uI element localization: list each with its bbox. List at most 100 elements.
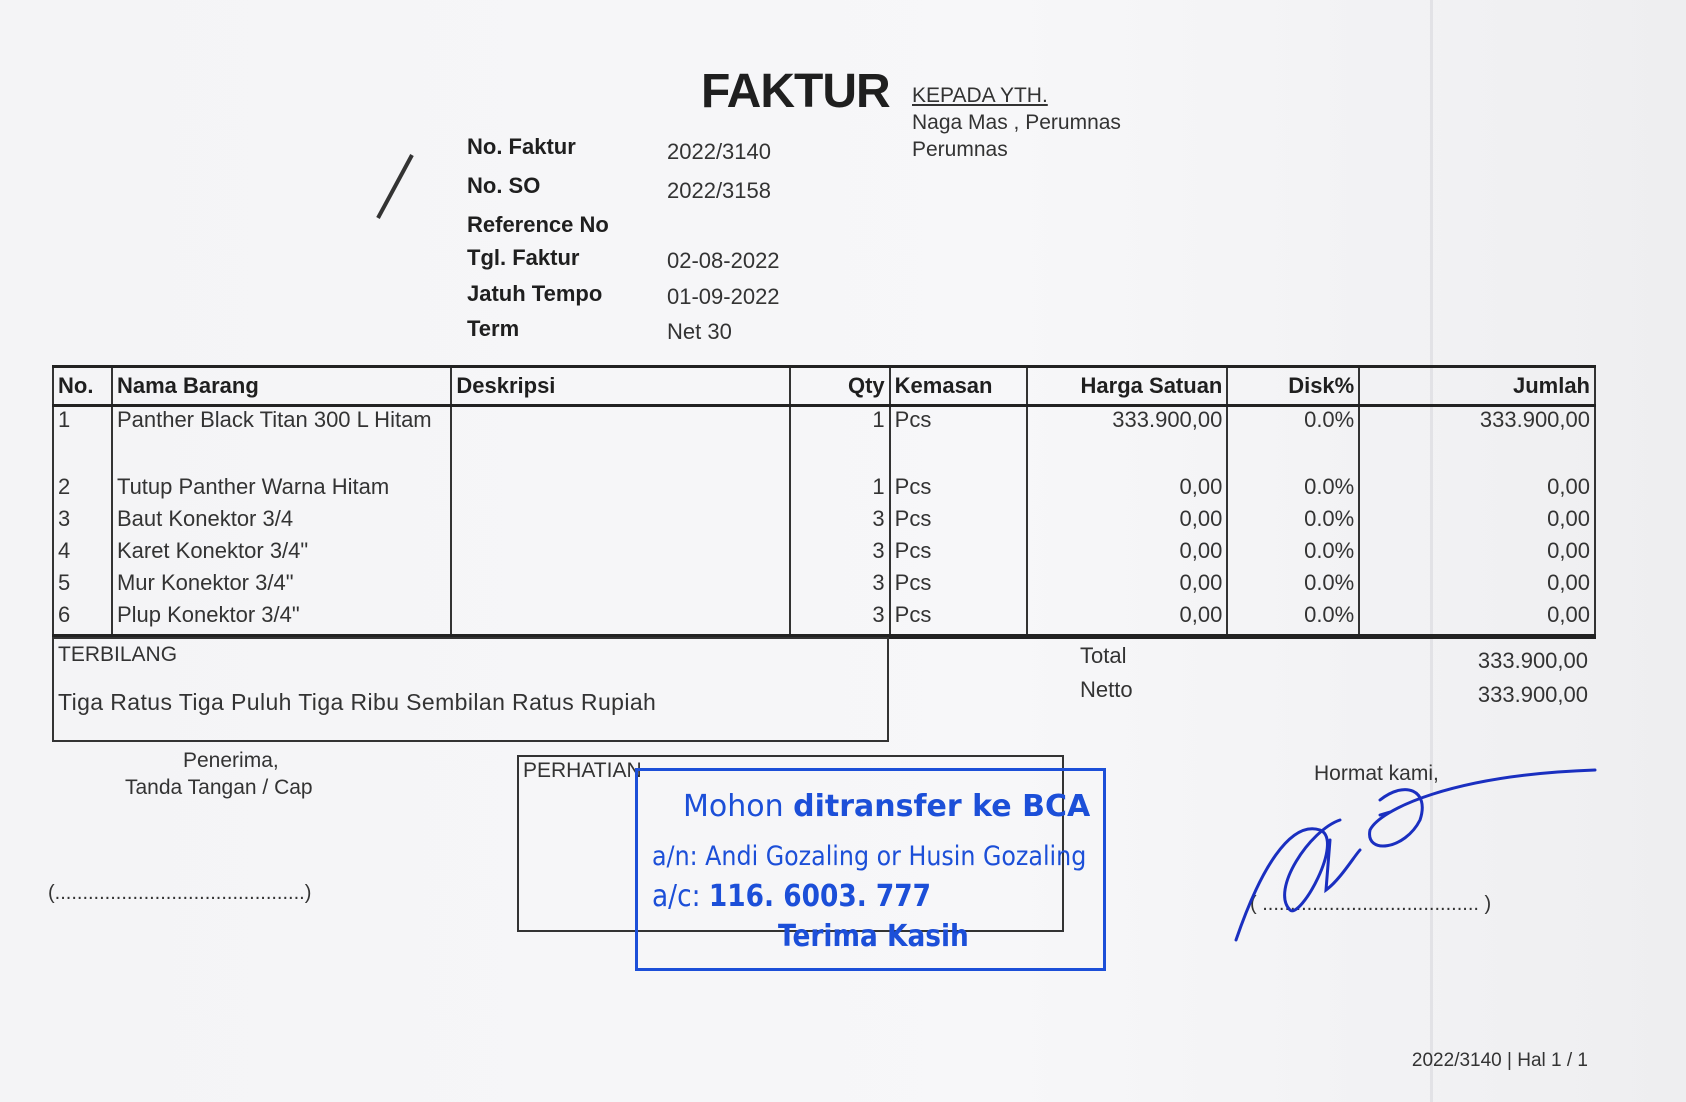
row-qty: 3 [788,537,891,570]
stamp-line-2: a/n: Andi Gozaling or Husin Gozaling [652,841,1087,872]
receiver-sign-line: (.......................................… [48,882,312,904]
table-row: 2 Tutup Panther Warna Hitam 1 Pcs 0,00 0.0% 0,… [52,473,1596,506]
col-disk: Disk% [1226,365,1361,407]
col-qty: Qty [788,365,891,407]
row-deskripsi [450,601,791,639]
sender-sign-line: ( ......................................… [1250,893,1492,915]
col-deskripsi: Deskripsi [450,365,791,407]
row-no: 2 [52,473,113,506]
meta-label: Tgl. Faktur [467,245,580,270]
row-jumlah: 0,00 [1358,505,1596,538]
bank-transfer-stamp: Mohon ditransfer ke BCA a/n: Andi Gozali… [635,768,1106,971]
row-jumlah: 0,00 [1358,569,1596,602]
total-value: 333.900,00 [1477,648,1588,673]
row-harga-satuan: 0,00 [1025,505,1229,538]
row-disk: 0.0% [1226,569,1361,602]
total-label: Total [1080,643,1127,668]
row-no: 4 [52,537,113,570]
meta-label: No. SO [467,173,541,198]
row-no: 6 [52,601,113,639]
table-row: 3 Baut Konektor 3/4 3 Pcs 0,00 0.0% 0,00 [52,505,1596,538]
document-title: FAKTUR [701,65,891,118]
row-disk: 0.0% [1226,405,1361,474]
meta-value: 2022/3140 [667,139,771,164]
meta-value: 2022/3158 [667,178,771,203]
table-row: 5 Mur Konektor 3/4" 3 Pcs 0,00 0.0% 0,00 [52,569,1596,602]
recipient-line: Perumnas [912,138,1008,161]
table-row: 1 Panther Black Titan 300 L Hitam 1 Pcs 333.… [52,405,1596,474]
recipient-line: Naga Mas , Perumnas [912,111,1121,134]
row-harga-satuan: 0,00 [1025,537,1229,570]
netto-value: 333.900,00 [1477,682,1588,707]
row-qty: 1 [788,473,891,506]
row-nama-barang: Mur Konektor 3/4" [110,569,453,602]
row-deskripsi [450,405,791,474]
sender-label: Hormat kami, [1314,762,1439,785]
row-qty: 1 [788,405,891,474]
perhatian-label: PERHATIAN [523,759,642,782]
row-nama-barang: Karet Konektor 3/4" [110,537,453,570]
items-table: No. Nama Barang Deskripsi Qty Kemasan Ha… [52,365,1596,639]
row-kemasan: Pcs [888,405,1028,474]
col-nama-barang: Nama Barang [110,365,453,407]
row-jumlah: 333.900,00 [1358,405,1596,474]
terbilang-text: Tiga Ratus Tiga Puluh Tiga Ribu Sembilan… [58,689,657,715]
row-qty: 3 [788,505,891,538]
row-kemasan: Pcs [888,473,1028,506]
row-harga-satuan: 333.900,00 [1025,405,1229,474]
table-header: No. Nama Barang Deskripsi Qty Kemasan Ha… [52,365,1596,407]
row-no: 5 [52,569,113,602]
row-qty: 3 [788,569,891,602]
meta-value: 01-09-2022 [667,284,780,309]
row-disk: 0.0% [1226,505,1361,538]
row-harga-satuan: 0,00 [1025,569,1229,602]
row-jumlah: 0,00 [1358,537,1596,570]
row-kemasan: Pcs [888,537,1028,570]
table-row: 6 Plup Konektor 3/4" 3 Pcs 0,00 0.0% 0,00 [52,601,1596,639]
row-nama-barang: Plup Konektor 3/4" [110,601,453,639]
meta-label: Reference No [467,212,609,237]
netto-label: Netto [1080,677,1133,702]
row-no: 1 [52,405,113,474]
terbilang-label: TERBILANG [58,643,178,666]
row-deskripsi [450,569,791,602]
row-deskripsi [450,505,791,538]
col-kemasan: Kemasan [888,365,1028,407]
stamp-line-3: a/c: 116. 6003. 777 [652,879,932,914]
meta-label: No. Faktur [467,134,576,159]
meta-label: Term [467,316,520,341]
row-qty: 3 [788,601,891,639]
row-deskripsi [450,537,791,570]
perhatian-box: PERHATIAN [517,755,1064,932]
terbilang-box: TERBILANG Tiga Ratus Tiga Puluh Tiga Rib… [52,637,889,742]
stamp-line-4: Terima Kasih [778,919,969,954]
row-harga-satuan: 0,00 [1025,601,1229,639]
row-disk: 0.0% [1226,473,1361,506]
row-disk: 0.0% [1226,537,1361,570]
meta-value: Net 30 [667,319,732,344]
row-nama-barang: Baut Konektor 3/4 [110,505,453,538]
stamp-line-1: Mohon ditransfer ke BCA [683,789,1091,824]
meta-value: 02-08-2022 [667,248,780,273]
row-disk: 0.0% [1226,601,1361,639]
row-harga-satuan: 0,00 [1025,473,1229,506]
row-no: 3 [52,505,113,538]
row-deskripsi [450,473,791,506]
receiver-sign-caption: Tanda Tangan / Cap [125,776,313,799]
col-harga-satuan: Harga Satuan [1025,365,1229,407]
recipient-label: KEPADA YTH. [912,84,1048,107]
row-kemasan: Pcs [888,601,1028,639]
row-jumlah: 0,00 [1358,473,1596,506]
footer-page-ref: 2022/3140 | Hal 1 / 1 [1411,1050,1588,1071]
col-jumlah: Jumlah [1358,365,1596,407]
pen-mark [376,154,414,219]
receiver-label: Penerima, [183,749,279,772]
meta-label: Jatuh Tempo [467,281,603,306]
row-kemasan: Pcs [888,505,1028,538]
row-jumlah: 0,00 [1358,601,1596,639]
row-nama-barang: Panther Black Titan 300 L Hitam [110,405,453,474]
row-nama-barang: Tutup Panther Warna Hitam [110,473,453,506]
row-kemasan: Pcs [888,569,1028,602]
handwritten-signature [1234,768,1597,942]
